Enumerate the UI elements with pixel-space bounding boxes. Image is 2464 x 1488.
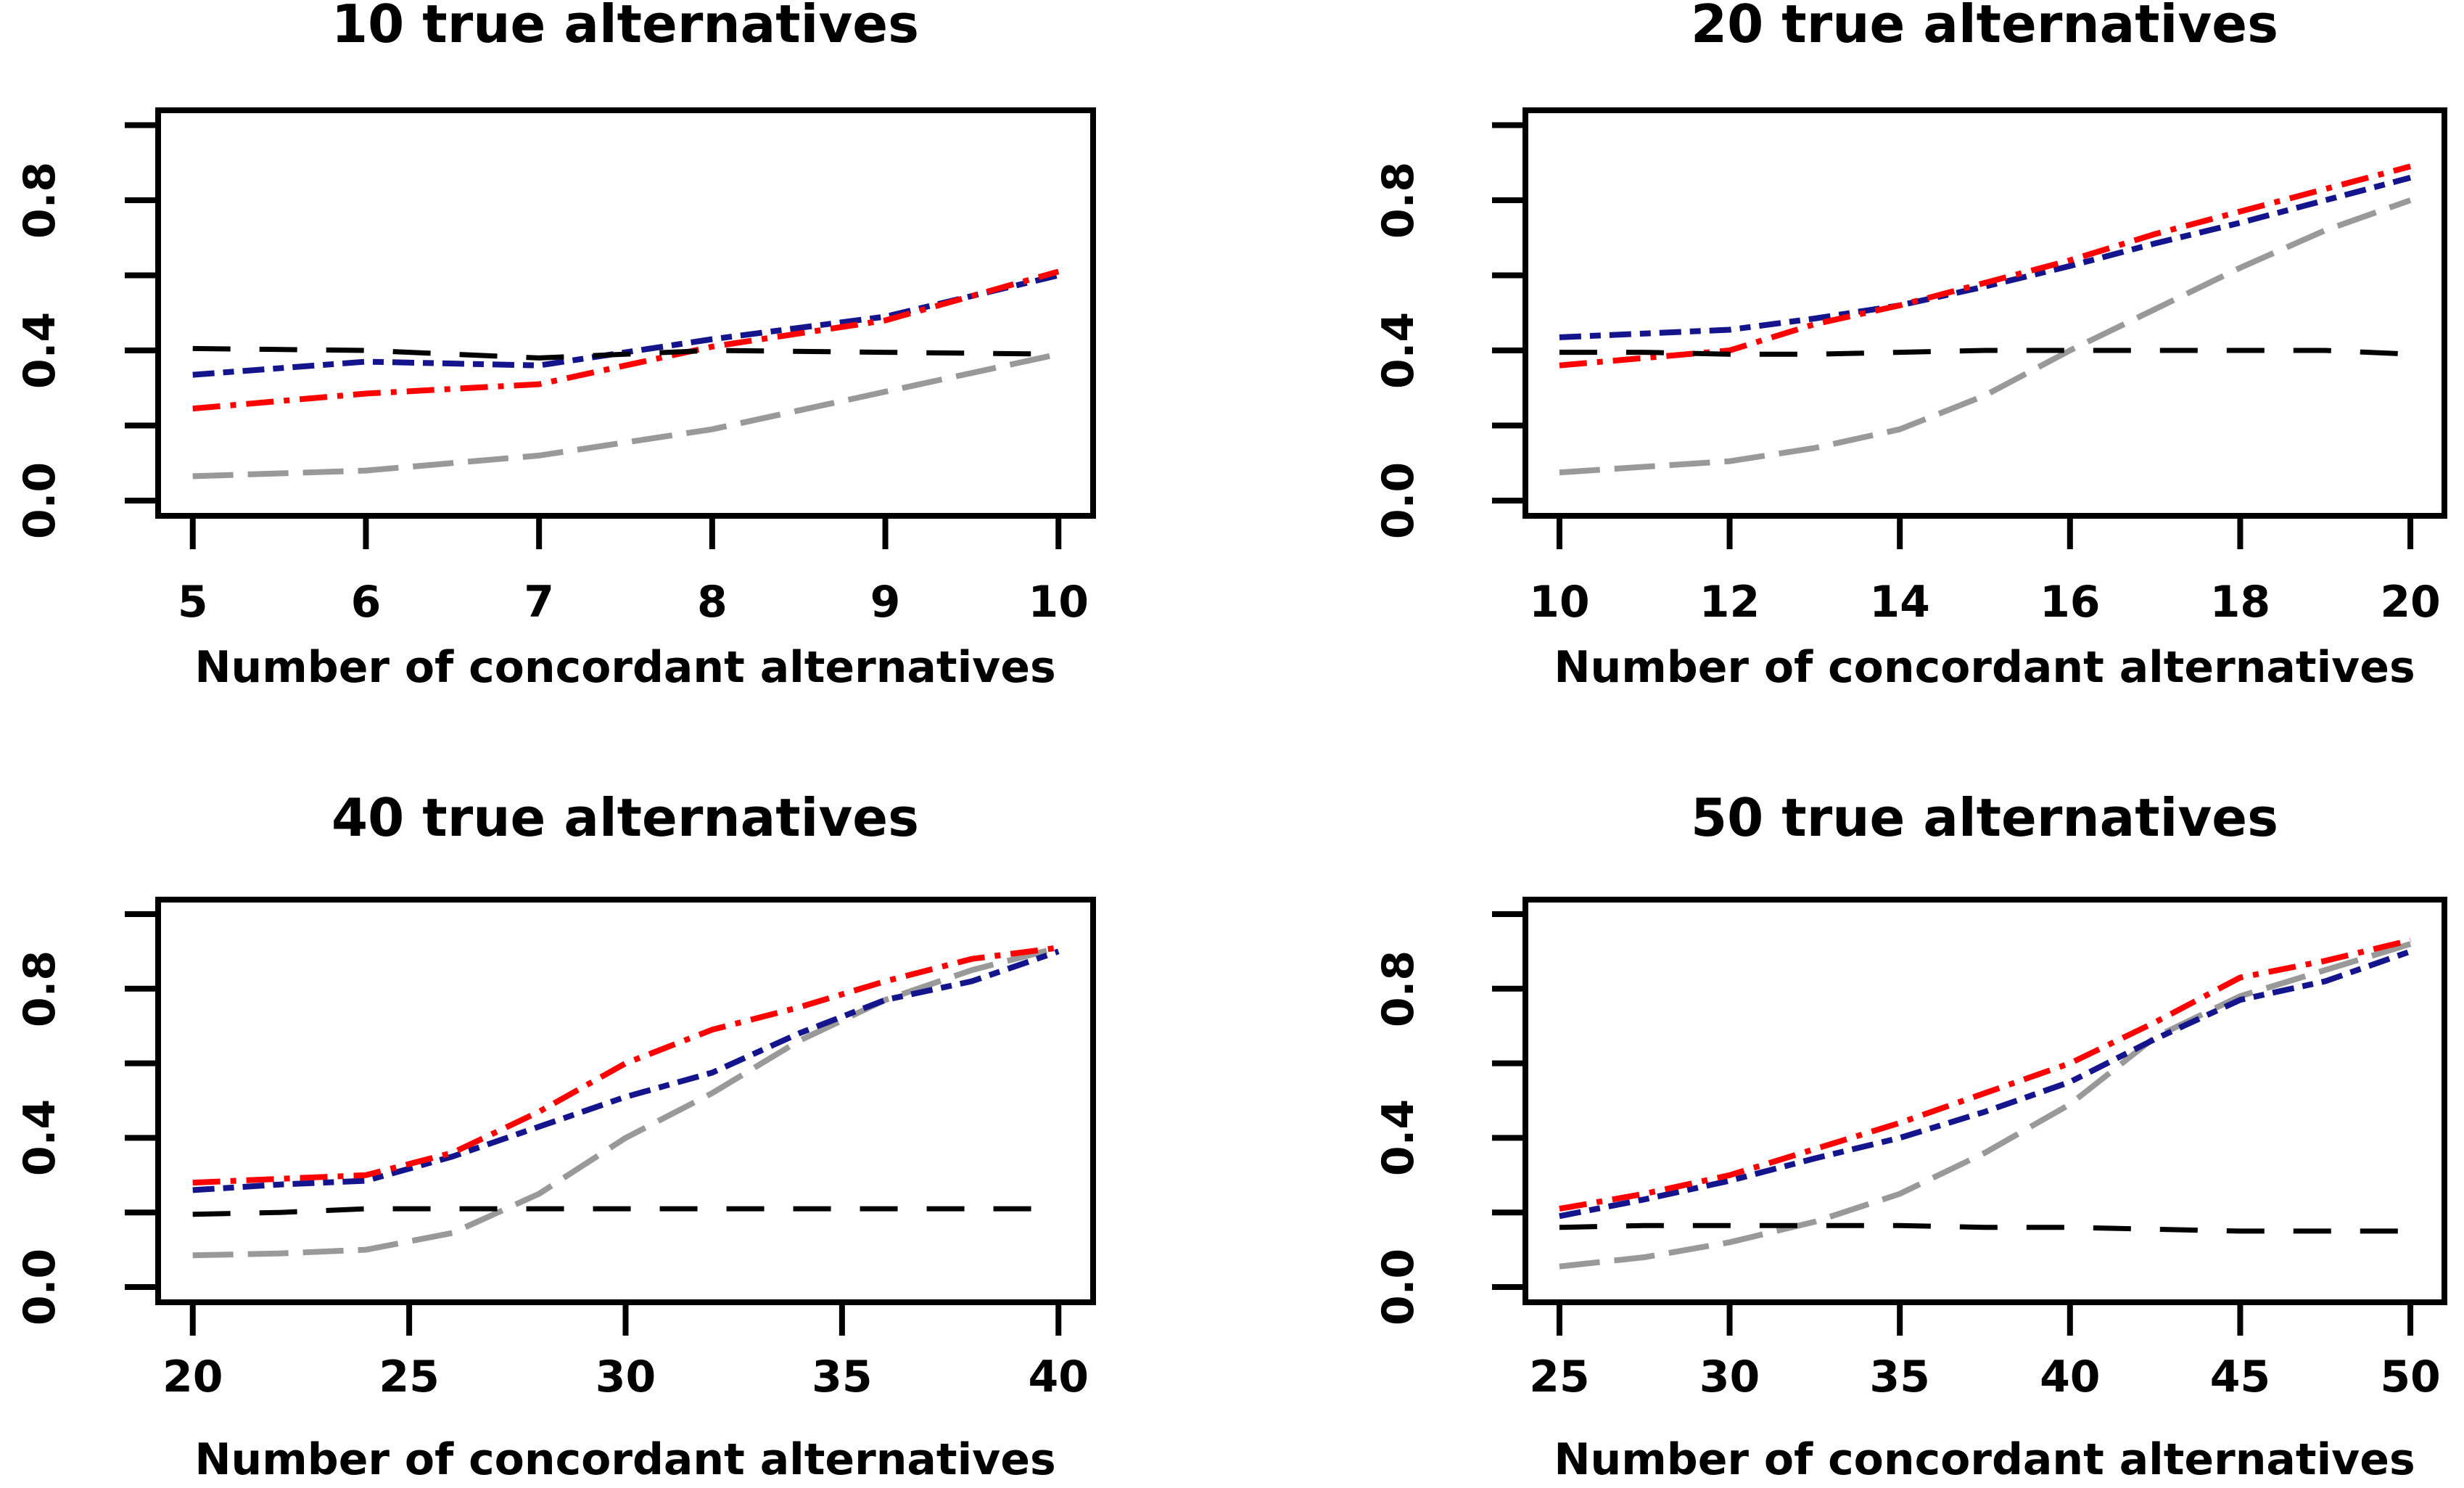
x-tick-label: 8 xyxy=(697,577,728,628)
series-black-dashed-baseline xyxy=(192,1206,1059,1217)
plot-area: 20 25 30 35 40 xyxy=(125,897,1096,1402)
panel-10-true-alternatives: 10 true alternatives Number of concordan… xyxy=(15,0,1096,693)
y-tick-label: 0.8 xyxy=(1373,950,1424,1027)
series-red-dotdash xyxy=(1559,937,2412,1212)
y-tick-label: 0.0 xyxy=(1373,1249,1424,1325)
y-tick-label: 0.8 xyxy=(15,950,65,1027)
series-navy-dashed xyxy=(1559,948,2412,1220)
x-tick-label: 10 xyxy=(1529,577,1590,628)
panel-40-true-alternatives: 40 true alternatives Number of concordan… xyxy=(15,787,1096,1485)
y-tick-label: 0.0 xyxy=(15,462,65,539)
x-axis-label: Number of concordant alternatives xyxy=(194,642,1055,693)
x-tick-label: 50 xyxy=(2380,1352,2441,1402)
x-tick-label: 25 xyxy=(1529,1352,1590,1402)
plot-box xyxy=(1523,107,2447,519)
x-tick-label: 30 xyxy=(596,1352,656,1402)
x-tick-label: 10 xyxy=(1029,577,1089,628)
x-tick-label: 20 xyxy=(2380,577,2441,628)
x-tick-label: 20 xyxy=(162,1352,223,1402)
series-black-dashed-baseline xyxy=(1559,348,2411,357)
x-axis-label: Number of concordant alternatives xyxy=(1554,1434,2415,1485)
x-tick-label: 5 xyxy=(178,577,208,628)
y-tick-label: 0.8 xyxy=(1373,162,1424,239)
series-red-dotdash xyxy=(192,268,1060,412)
x-tick-label: 9 xyxy=(870,577,901,628)
plot-box xyxy=(155,107,1096,519)
series-navy-dashed xyxy=(192,272,1060,378)
series-gray-longdash xyxy=(1559,197,2412,476)
series-red-dotdash xyxy=(192,945,1059,1186)
x-tick-label: 16 xyxy=(2040,577,2101,628)
panel-title: 20 true alternatives xyxy=(1691,0,2278,54)
x-tick-label: 35 xyxy=(1869,1352,1930,1402)
series-red-dotdash xyxy=(1559,163,2412,369)
series-gray-longdash xyxy=(1559,941,2412,1270)
plot-area: 5 6 7 8 9 10 xyxy=(125,107,1096,628)
series-black-dashed-baseline xyxy=(1559,1222,2411,1234)
x-tick-label: 40 xyxy=(2040,1352,2101,1402)
x-tick-label: 12 xyxy=(1699,577,1760,628)
y-tick-label: 0.4 xyxy=(15,312,65,389)
panel-title: 50 true alternatives xyxy=(1691,787,2278,848)
plot-area: 25 30 35 40 45 50 xyxy=(1492,897,2447,1402)
y-tick-label: 0.0 xyxy=(15,1249,65,1325)
series-navy-dashed xyxy=(192,948,1060,1193)
x-tick-label: 45 xyxy=(2210,1352,2271,1402)
x-tick-label: 25 xyxy=(379,1352,440,1402)
panel-title: 40 true alternatives xyxy=(331,787,919,848)
y-tick-label: 0.4 xyxy=(15,1099,65,1176)
panel-title: 10 true alternatives xyxy=(331,0,919,54)
series-gray-longdash xyxy=(192,351,1060,480)
x-tick-label: 14 xyxy=(1869,577,1930,628)
y-tick-label: 0.8 xyxy=(15,162,65,239)
y-tick-label: 0.4 xyxy=(1373,312,1424,389)
x-axis-label: Number of concordant alternatives xyxy=(194,1434,1055,1485)
x-tick-label: 35 xyxy=(812,1352,873,1402)
plot-box xyxy=(155,897,1096,1305)
series-gray-longdash xyxy=(192,945,1060,1259)
series-black-dashed-baseline xyxy=(192,345,1059,361)
x-tick-label: 40 xyxy=(1029,1352,1089,1402)
panel-50-true-alternatives: 50 true alternatives Number of concordan… xyxy=(1373,787,2447,1485)
y-tick-label: 0.4 xyxy=(1373,1099,1424,1176)
x-tick-label: 6 xyxy=(351,577,382,628)
x-tick-label: 18 xyxy=(2210,577,2271,628)
panel-20-true-alternatives: 20 true alternatives Number of concordan… xyxy=(1373,0,2447,693)
x-tick-label: 7 xyxy=(524,577,554,628)
x-tick-label: 30 xyxy=(1699,1352,1760,1402)
x-axis-label: Number of concordant alternatives xyxy=(1554,642,2415,693)
y-tick-label: 0.0 xyxy=(1373,462,1424,539)
series-navy-dashed xyxy=(1559,175,2412,340)
plot-area: 10 12 14 16 18 20 xyxy=(1492,107,2447,628)
plot-box xyxy=(1523,897,2447,1305)
